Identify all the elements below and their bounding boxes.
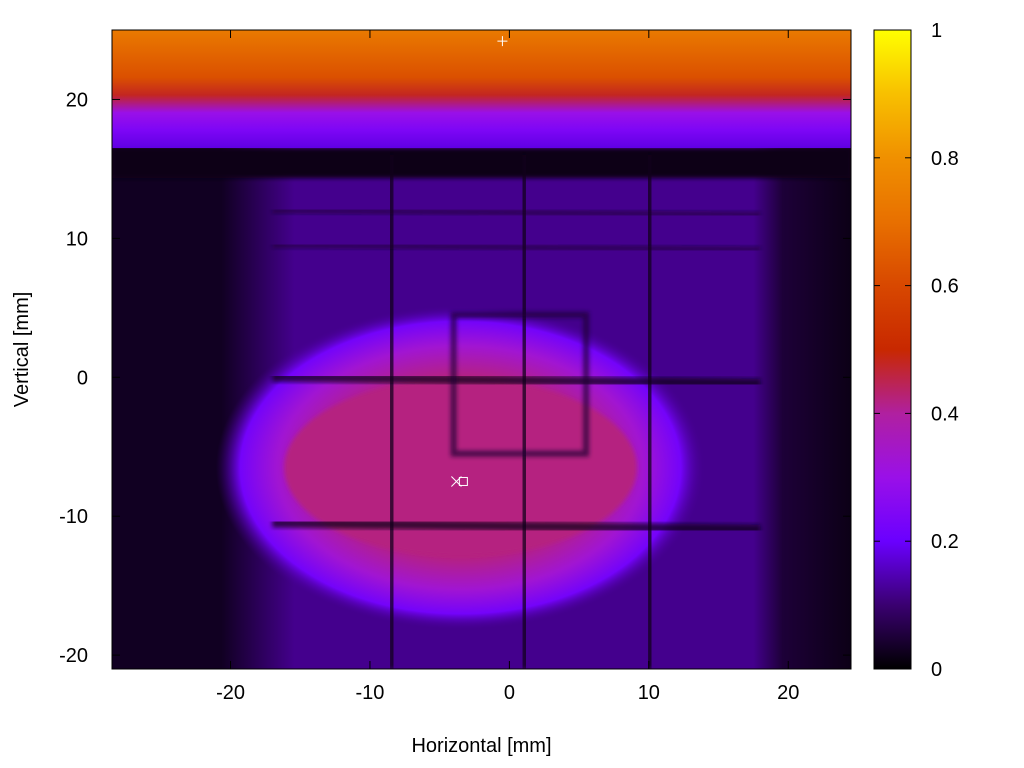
plot-frame	[111, 29, 852, 670]
y-tick-label: -20	[59, 645, 88, 667]
markers	[451, 36, 508, 487]
top-band	[112, 30, 851, 149]
grid-line-horizontal	[272, 518, 761, 534]
square-marker	[458, 476, 468, 486]
axis-ticks: -20 -10 0 10 20 -20 -10 0 10 20	[59, 30, 851, 704]
grid-line-horizontal	[272, 372, 761, 388]
x-tick-label: -20	[216, 682, 245, 704]
colorbar-tick-label: 0.6	[931, 276, 959, 298]
y-axis-label: Vertical [mm]	[11, 292, 33, 408]
plot-area	[112, 30, 851, 669]
x-tick-label: 20	[777, 682, 799, 704]
plus-marker	[497, 36, 508, 47]
plot-border	[111, 29, 852, 670]
colorbar-gradient	[873, 29, 912, 670]
dark-band	[112, 148, 851, 179]
grid-line-horizontal	[272, 242, 761, 253]
x-tick-label: -10	[355, 682, 384, 704]
colorbar-tick-label: 0	[931, 659, 942, 681]
colorbar	[873, 29, 912, 670]
grid-line-vertical	[385, 155, 398, 669]
y-tick-label: 0	[77, 367, 88, 389]
y-tick-label: 20	[66, 89, 88, 111]
colorbar-tick-label: 1	[931, 20, 942, 42]
grid-line-vertical	[518, 155, 531, 669]
y-tick-label: -10	[59, 506, 88, 528]
x-tick-label: 0	[504, 682, 515, 704]
grid-line-vertical	[643, 155, 656, 669]
beam-spot-core	[284, 379, 637, 556]
x-axis-label: Horizontal [mm]	[411, 735, 551, 757]
colorbar-ticks: 0 0.2 0.4 0.6 0.8 1	[874, 20, 959, 681]
colorbar-tick-label: 0.2	[931, 531, 959, 553]
x-tick-label: 10	[638, 682, 660, 704]
y-tick-label: 10	[66, 228, 88, 250]
grid-line-horizontal	[272, 207, 761, 218]
colorbar-tick-label: 0.8	[931, 148, 959, 170]
colorbar-tick-label: 0.4	[931, 403, 959, 425]
inner-box-shadow	[450, 311, 590, 457]
